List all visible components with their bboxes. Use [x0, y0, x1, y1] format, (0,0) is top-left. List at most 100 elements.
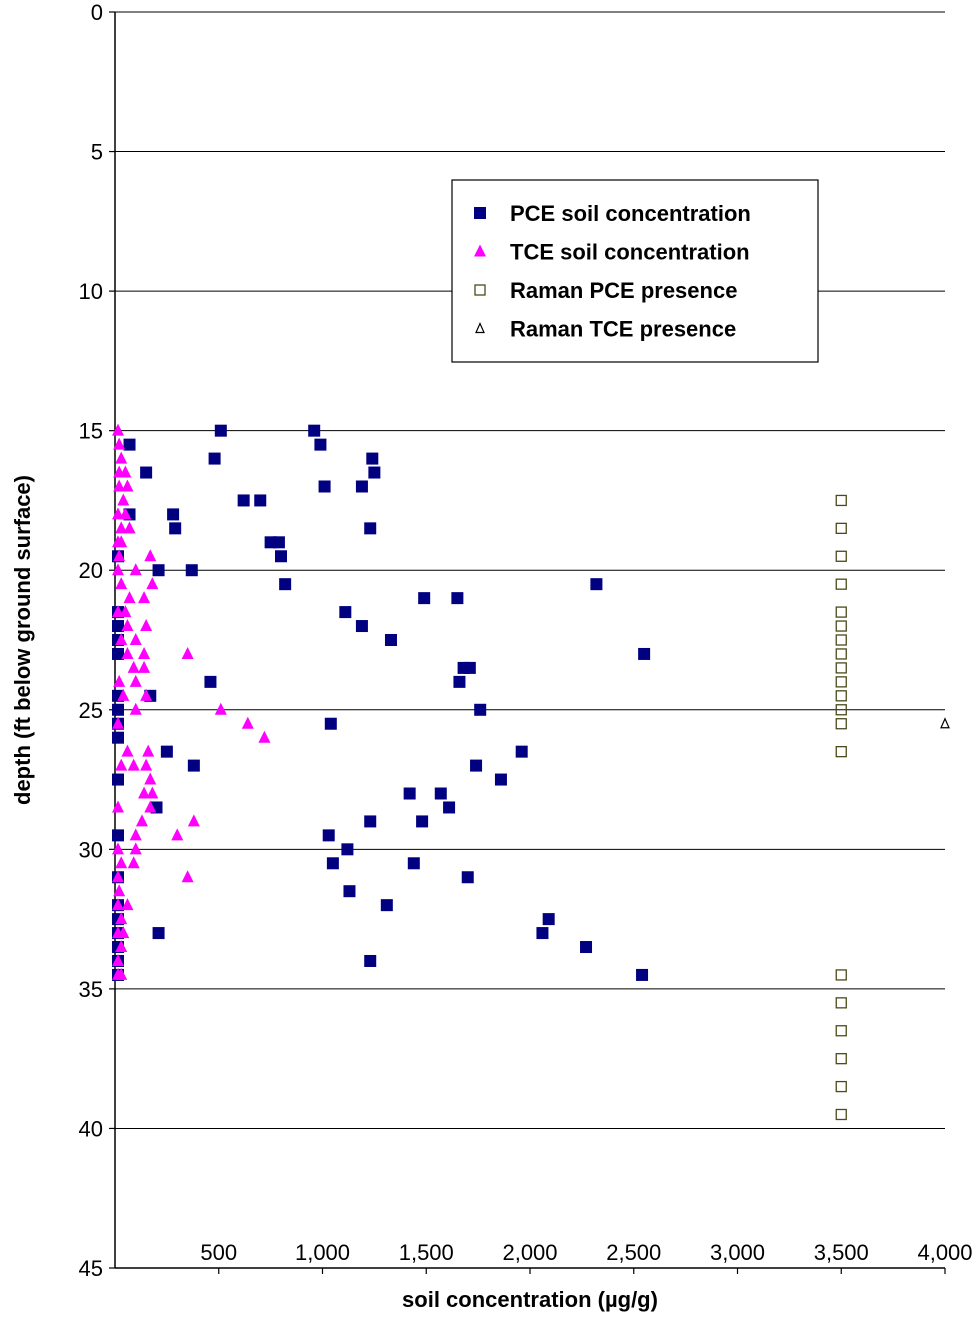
data-point [461, 871, 474, 884]
data-point [326, 857, 339, 870]
legend-marker [474, 207, 486, 219]
data-point [112, 563, 124, 576]
data-point [835, 522, 847, 535]
y-tick-labels: 0 5 10 15 20 25 30 35 40 45 [79, 0, 115, 1281]
data-point [113, 884, 126, 897]
data-point [112, 829, 124, 842]
data-point [115, 451, 128, 464]
data-point [138, 591, 151, 604]
data-point [112, 731, 124, 744]
series-2 [112, 423, 271, 980]
series-1 [112, 424, 651, 981]
data-point [112, 898, 124, 911]
data-point [127, 660, 140, 673]
data-point [355, 620, 368, 633]
data-point [835, 745, 847, 758]
data-point [339, 606, 352, 619]
x-tick-label: 500 [200, 1240, 237, 1265]
y-tick-label: 5 [91, 140, 103, 165]
data-point [636, 968, 649, 981]
data-point [123, 508, 136, 521]
data-point [434, 787, 447, 800]
data-point [121, 646, 134, 659]
data-point [119, 465, 132, 478]
data-point [112, 703, 124, 716]
data-point [152, 564, 165, 577]
data-point [542, 913, 555, 926]
data-point [272, 536, 285, 549]
x-tick-label: 1,000 [295, 1240, 350, 1265]
data-point [835, 1053, 847, 1065]
data-point [835, 606, 847, 618]
data-point [364, 815, 377, 828]
data-point [204, 675, 217, 688]
data-point [115, 577, 128, 590]
data-point [129, 674, 142, 687]
data-point [835, 550, 847, 562]
x-tick-labels: 500 1,000 1,500 2,000 2,500 3,000 3,500 4,000 [200, 1240, 973, 1274]
data-point [835, 578, 847, 590]
data-point [835, 494, 847, 507]
data-point [366, 452, 379, 465]
data-point [254, 494, 267, 507]
data-point [112, 800, 124, 813]
y-tick-label: 0 [91, 0, 103, 25]
data-point [343, 885, 356, 898]
data-point [112, 870, 124, 883]
data-point [470, 759, 483, 772]
data-point [835, 1108, 847, 1121]
data-point [835, 634, 847, 646]
data-point [129, 828, 142, 841]
data-point [112, 620, 124, 633]
data-point [536, 927, 549, 940]
data-point [121, 744, 134, 757]
data-point [237, 494, 250, 507]
data-point [144, 800, 157, 813]
data-point [407, 857, 420, 870]
data-point [152, 927, 165, 940]
data-point [835, 1025, 847, 1037]
series-3 [835, 494, 847, 1121]
data-point [418, 592, 431, 605]
data-point [112, 953, 124, 966]
data-point [314, 438, 327, 451]
data-point [112, 842, 124, 855]
data-point [113, 674, 126, 687]
data-point [142, 744, 155, 757]
data-point [117, 493, 130, 506]
data-point [121, 619, 134, 632]
data-point [115, 521, 128, 534]
data-point [515, 745, 528, 758]
x-tick-label: 1,500 [399, 1240, 454, 1265]
data-point [214, 424, 227, 437]
data-point [144, 772, 157, 785]
data-point [112, 967, 124, 980]
legend: PCE soil concentration TCE soil concentra… [451, 179, 819, 363]
data-point [115, 758, 128, 771]
data-point [275, 550, 287, 563]
data-point [169, 522, 182, 535]
data-point [138, 646, 151, 659]
legend-marker [475, 322, 485, 334]
data-point [127, 758, 140, 771]
y-tick-label: 15 [79, 419, 103, 444]
legend-label: TCE soil concentration [510, 240, 750, 265]
y-tick-label: 30 [79, 837, 103, 862]
data-point [135, 814, 148, 827]
data-point [129, 633, 142, 645]
data-point [403, 787, 416, 800]
data-point [113, 549, 126, 562]
data-point [835, 969, 847, 981]
data-point [140, 688, 153, 701]
data-point [214, 702, 227, 715]
data-point [181, 646, 194, 659]
data-point [185, 564, 198, 577]
data-point [123, 521, 136, 534]
data-point [113, 479, 126, 492]
data-point [140, 619, 153, 632]
data-point [835, 718, 847, 730]
data-point [324, 717, 337, 730]
data-point [144, 549, 157, 562]
data-point [112, 605, 124, 618]
data-point [123, 438, 136, 451]
